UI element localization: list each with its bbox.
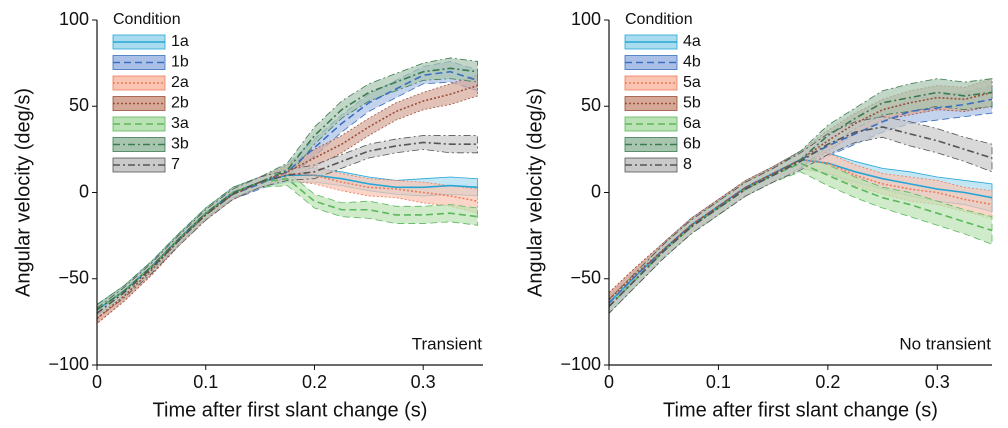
panel: −100 −50 0 50 100 0 0.1 0.2 0.3 Time after first … (524, 9, 993, 421)
panel: −100 −50 0 50 100 0 0.1 0.2 0.3 Time after first … (12, 9, 483, 421)
series-line (608, 91, 993, 301)
x-tick-label: 0.2 (815, 372, 840, 392)
legend-label: 3a (171, 115, 189, 132)
y-tick-label: 100 (571, 9, 601, 29)
error-band (96, 166, 478, 325)
y-tick-label: 50 (581, 95, 601, 115)
x-tick-label: 0 (92, 372, 102, 392)
legend-label: 4a (683, 33, 701, 50)
legend-label: 5a (683, 74, 701, 91)
y-tick-label: 50 (69, 95, 89, 115)
legend-label: 1a (171, 33, 189, 50)
x-tick-label: 0.3 (411, 372, 436, 392)
series-line (608, 162, 993, 307)
y-tick-label: 100 (59, 9, 89, 29)
legend-label: 3b (171, 136, 189, 153)
legend-label: 6a (683, 115, 701, 132)
legend-label: 4b (683, 54, 701, 71)
x-axis-label: Time after first slant change (s) (153, 399, 428, 421)
series-line (96, 141, 478, 314)
error-band (608, 150, 993, 311)
legend-title: Condition (625, 11, 693, 28)
legend-label: 5b (683, 95, 701, 112)
series-line (608, 126, 993, 307)
annotation: Transient (412, 334, 483, 353)
error-band (608, 150, 993, 308)
legend-label: 1b (171, 54, 189, 71)
series-line (96, 67, 478, 311)
y-tick-label: 0 (79, 181, 89, 201)
x-tick-label: 0.1 (706, 372, 731, 392)
series-line (608, 91, 993, 307)
y-tick-label: 0 (591, 181, 601, 201)
y-tick-label: −100 (560, 354, 601, 374)
annotation: No transient (899, 334, 991, 353)
y-axis-label: Angular velocity (deg/s) (524, 88, 546, 297)
x-tick-label: 0.3 (925, 372, 950, 392)
legend-label: 7 (171, 156, 180, 173)
series-line (608, 98, 993, 304)
y-tick-label: −100 (48, 354, 89, 374)
y-tick-label: −50 (570, 268, 601, 288)
x-axis-label: Time after first slant change (s) (663, 399, 938, 421)
x-tick-label: 0 (604, 372, 614, 392)
legend-label: 2a (171, 74, 189, 91)
error-band (608, 116, 993, 315)
legend-title: Condition (113, 11, 181, 28)
x-tick-label: 0.1 (193, 372, 218, 392)
series-line (96, 177, 478, 311)
y-tick-label: −50 (58, 268, 89, 288)
legend-label: 8 (683, 156, 692, 173)
legend-label: 2b (171, 95, 189, 112)
y-axis-label: Angular velocity (deg/s) (12, 88, 34, 297)
legend-label: 6b (683, 136, 701, 153)
x-tick-label: 0.2 (302, 372, 327, 392)
